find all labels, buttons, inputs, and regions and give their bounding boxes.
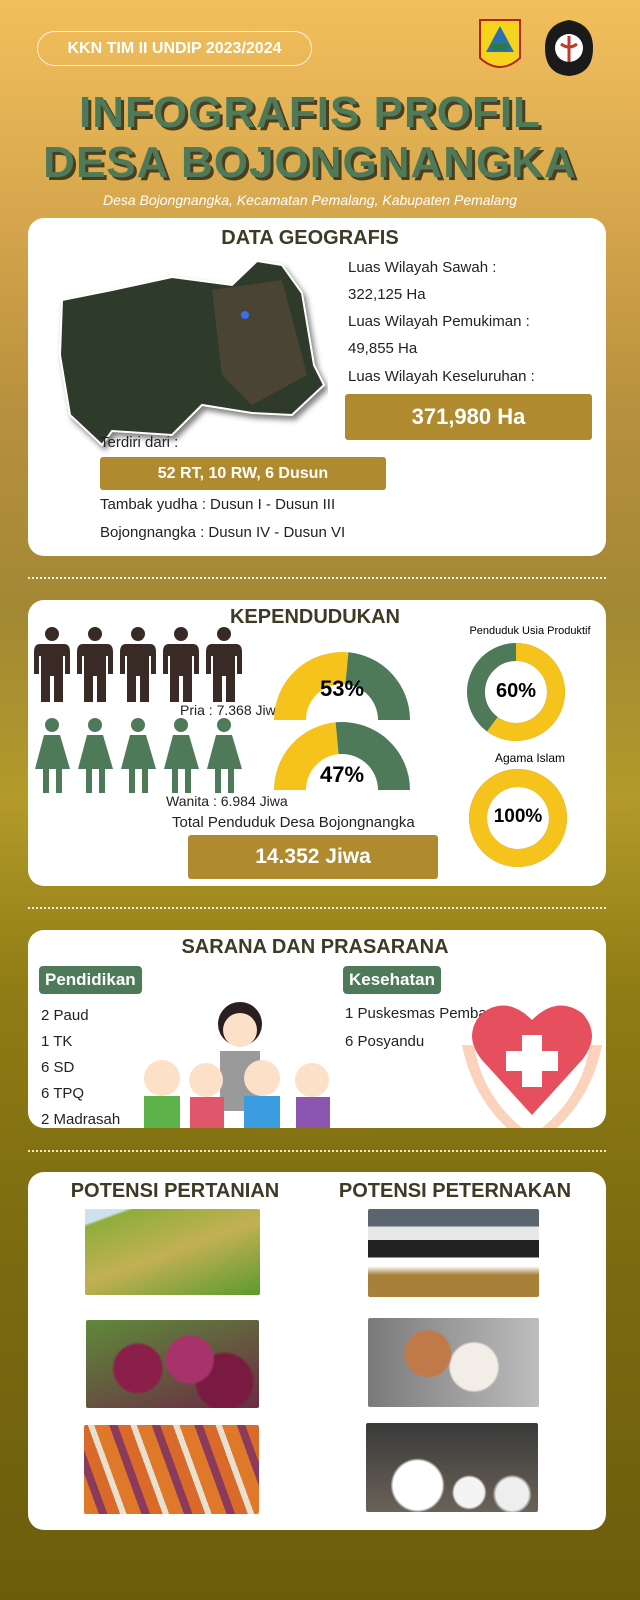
pria-percent: 53% bbox=[319, 676, 365, 701]
islam-percent: 100% bbox=[493, 806, 543, 827]
list-item: 1 TK bbox=[41, 1033, 73, 1050]
list-item: 1 Puskesmas Pembantu bbox=[345, 1005, 508, 1022]
female-person-icon bbox=[35, 718, 70, 793]
terdiri-label: Terdiri dari : bbox=[100, 434, 179, 451]
heart-health-icon bbox=[462, 1005, 602, 1128]
dusun-line-2: Bojongnangka : Dusun IV - Dusun VI bbox=[100, 524, 346, 541]
female-person-icon bbox=[78, 718, 113, 793]
wanita-percent: 47% bbox=[319, 762, 365, 787]
male-icons bbox=[34, 626, 243, 702]
male-person-icon bbox=[163, 627, 199, 702]
total-area-value: 371,980 Ha bbox=[345, 394, 592, 440]
red-onions-photo bbox=[86, 1320, 259, 1408]
title-line-2: DESA BOJONGNANGKA bbox=[43, 138, 577, 187]
gauge-rest-arc bbox=[345, 652, 410, 720]
geografis-title: DATA GEOGRAFIS bbox=[221, 227, 399, 249]
male-person-icon bbox=[206, 627, 242, 702]
list-item: 6 SD bbox=[41, 1059, 75, 1076]
female-person-icon bbox=[164, 718, 199, 793]
divider bbox=[28, 907, 606, 909]
male-person-icon bbox=[34, 627, 70, 702]
undip-logo bbox=[545, 20, 593, 76]
kesehatan-list: 1 Puskesmas Pembantu 6 Posyandu bbox=[345, 1000, 508, 1056]
kesehatan-tag: Kesehatan bbox=[343, 966, 441, 994]
gauge-value-arc bbox=[274, 652, 349, 720]
donut-value-ring bbox=[467, 643, 565, 741]
produktif-donut bbox=[467, 643, 565, 741]
title-line-1: INFOGRAFIS PROFIL bbox=[79, 88, 541, 137]
subtitle: Desa Bojongnangka, Kecamatan Pemalang, K… bbox=[102, 192, 518, 208]
list-item: 6 Posyandu bbox=[345, 1033, 425, 1050]
female-icons bbox=[34, 717, 243, 793]
kabupaten-logo bbox=[479, 19, 521, 68]
kependudukan-title: KEPENDUDUKAN bbox=[229, 606, 400, 628]
total-area-label: Luas Wilayah Keseluruhan : bbox=[348, 368, 535, 385]
peternakan-title: POTENSI PETERNAKAN bbox=[338, 1180, 572, 1202]
male-person-icon bbox=[120, 627, 156, 702]
female-person-icon bbox=[207, 718, 242, 793]
pendidikan-tag: Pendidikan bbox=[39, 966, 142, 994]
chickens-photo bbox=[366, 1423, 538, 1512]
list-item: 2 Paud bbox=[41, 1007, 89, 1024]
pertanian-title: POTENSI PERTANIAN bbox=[70, 1180, 280, 1202]
total-penduduk-value: 14.352 Jiwa bbox=[188, 835, 438, 879]
list-item: 6 TPQ bbox=[41, 1085, 85, 1102]
rice-field-photo bbox=[85, 1209, 260, 1295]
village-map bbox=[58, 259, 326, 447]
goats-photo bbox=[368, 1318, 539, 1407]
pendidikan-list: 2 Paud 1 TK 6 SD 6 TPQ 2 Madrasah bbox=[41, 1003, 120, 1133]
dusun-line-1: Tambak yudha : Dusun I - Dusun III bbox=[100, 496, 336, 513]
pemukiman-label: Luas Wilayah Pemukiman : bbox=[348, 313, 530, 330]
total-penduduk-label: Total Penduduk Desa Bojongnangka bbox=[172, 814, 415, 831]
pria-gauge bbox=[274, 652, 410, 720]
gauge-rest-arc bbox=[335, 722, 410, 790]
sawah-label: Luas Wilayah Sawah : bbox=[348, 259, 497, 276]
teacher-children-illustration bbox=[144, 1002, 330, 1128]
islam-label: Agama Islam bbox=[494, 751, 566, 765]
produktif-percent: 60% bbox=[495, 680, 537, 702]
divider bbox=[28, 577, 606, 579]
team-badge: KKN TIM II UNDIP 2023/2024 bbox=[37, 31, 312, 66]
sawah-value: 322,125 Ha bbox=[348, 286, 426, 303]
terdiri-value: 52 RT, 10 RW, 6 Dusun bbox=[100, 457, 386, 490]
female-person-icon bbox=[121, 718, 156, 793]
dairy-cows-photo bbox=[368, 1209, 539, 1297]
divider bbox=[28, 1150, 606, 1152]
list-item: 2 Madrasah bbox=[41, 1111, 121, 1128]
male-person-icon bbox=[77, 627, 113, 702]
islam-donut bbox=[469, 769, 567, 867]
pria-label: Pria : 7.368 Jiwa bbox=[180, 702, 284, 718]
wanita-gauge bbox=[274, 722, 410, 790]
pemukiman-value: 49,855 Ha bbox=[348, 340, 418, 357]
produktif-label: Penduduk Usia Produktif bbox=[469, 625, 591, 637]
carrots-photo bbox=[84, 1425, 259, 1514]
sarana-title: SARANA DAN PRASARANA bbox=[181, 936, 449, 958]
gauge-value-arc bbox=[274, 722, 339, 790]
wanita-label: Wanita : 6.984 Jiwa bbox=[166, 793, 288, 809]
donut-value-ring bbox=[469, 769, 567, 867]
